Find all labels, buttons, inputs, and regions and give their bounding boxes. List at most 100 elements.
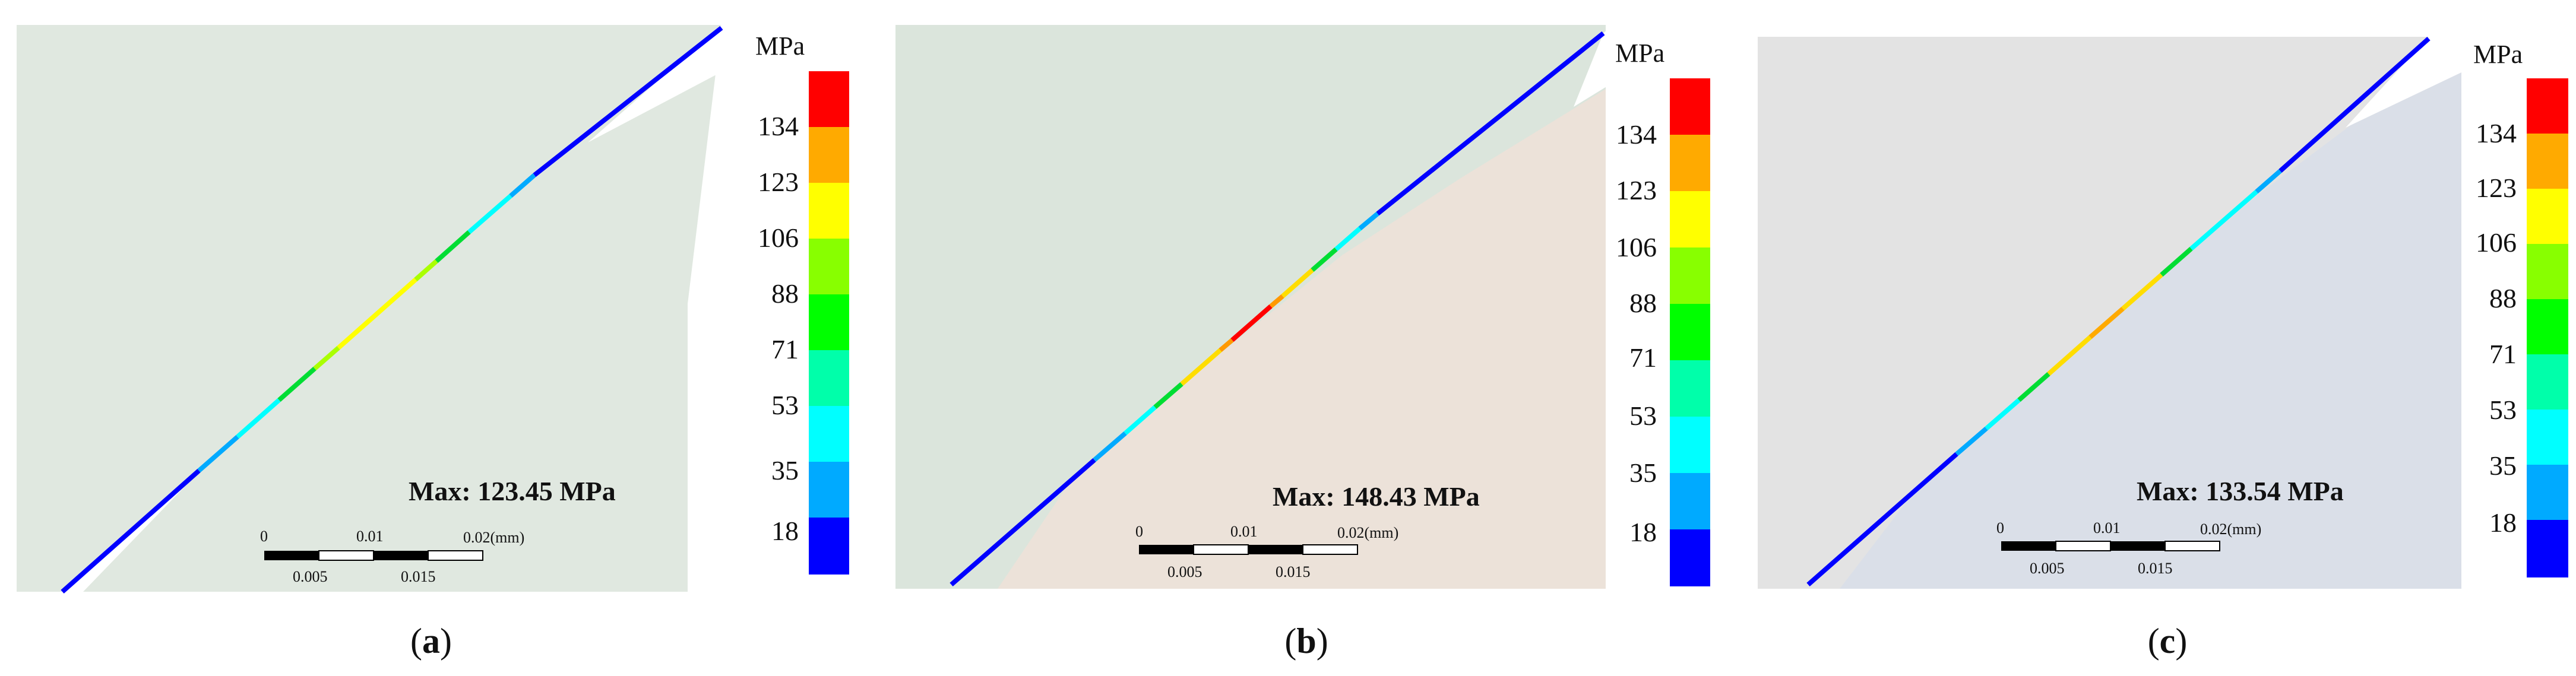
colorbar-tick: 106 (2476, 227, 2517, 258)
panel-b-max-label: Max: 148.43 MPa (1273, 481, 1480, 512)
panel-b-gap-top (1574, 25, 1612, 107)
scale-label-0.01: 0.01 (356, 528, 384, 545)
panel-b-contact-line (950, 31, 1605, 587)
panel-a-segment-cyan-2 (467, 193, 512, 234)
panel-c-segment-yellow-2 (2121, 272, 2163, 311)
panel-c-lower-body (1840, 72, 2461, 589)
panel-c-contact-line (1806, 37, 2431, 587)
panel-c-segment-blue-bottom (1806, 452, 1958, 587)
panel-b-segment-blue-bottom (950, 458, 1096, 587)
scale-label-0: 0 (1996, 519, 2004, 537)
colorbar-swatch-1 (1670, 529, 1710, 586)
colorbar-swatch-3 (2527, 410, 2568, 465)
colorbar-swatch-2 (809, 462, 849, 518)
scale-bar-block (264, 551, 319, 560)
panel-b-segment-orange-1 (1219, 338, 1234, 353)
panel-a: Max: 123.45 MPa 0 0.01 0.02(mm) 0.005 0.… (17, 25, 849, 661)
scale-label-0.02mm: 0.02(mm) (2200, 521, 2261, 538)
panel-c-gap-top (2346, 37, 2461, 128)
colorbar-unit: MPa (1615, 39, 1664, 68)
panel-c-segment-cyan-2 (2189, 189, 2258, 251)
scale-label-0.02mm: 0.02(mm) (1337, 524, 1398, 541)
scale-bar-block (1139, 545, 1194, 554)
panel-b-segment-green-1 (1153, 382, 1183, 410)
colorbar-tick: 71 (771, 334, 799, 364)
panel-b-segment-green-2 (1311, 247, 1338, 272)
colorbar-tick: 123 (758, 167, 799, 197)
panel-b-lower-body (998, 89, 1606, 589)
colorbar-tick: 18 (771, 516, 799, 546)
scale-bar-block (1248, 545, 1303, 554)
panel-b-segment-cyan-2 (1334, 226, 1362, 252)
panel-a-max-label: Max: 123.45 MPa (409, 476, 616, 506)
panel-c-scale-bar: 0 0.01 0.02(mm) 0.005 0.015 (1996, 519, 2261, 577)
colorbar-tick: 106 (1616, 232, 1657, 262)
scale-bar-block (2055, 541, 2111, 551)
panel-a-contact-line (61, 26, 723, 594)
scale-label-0.005: 0.005 (1167, 563, 1202, 580)
colorbar-tick: 35 (1629, 458, 1657, 488)
panel-c-max-label: Max: 133.54 MPa (2137, 476, 2344, 506)
colorbar-swatch-9 (1670, 78, 1710, 135)
colorbar-tick: 123 (2476, 173, 2517, 203)
colorbar-swatch-6 (1670, 247, 1710, 304)
scale-bar-block (2110, 541, 2165, 551)
panel-c-segment-orange (2088, 306, 2125, 339)
panel-c: Max: 133.54 MPa 0 0.01 0.02(mm) 0.005 0.… (1758, 37, 2568, 661)
panel-a-segment-blue-bottom (61, 469, 201, 594)
colorbar-swatch-7 (1670, 191, 1710, 247)
scale-bar-block (318, 550, 374, 561)
panel-a-segment-green-1 (277, 367, 317, 402)
panel-a-segment-yellowgreen-1 (313, 345, 340, 371)
panel-c-segment-blue-top (2278, 37, 2431, 173)
panel-b-segment-yellow-2 (1281, 268, 1314, 299)
colorbar-swatch-1 (809, 518, 849, 575)
colorbar-swatch-5 (809, 294, 849, 350)
colorbar-swatch-8 (809, 127, 849, 183)
colorbar-tick: 106 (758, 223, 799, 253)
panel-c-segment-lightblue-1 (1955, 426, 1988, 456)
panel-b-segment-orange-2 (1269, 294, 1284, 309)
colorbar-tick: 53 (2489, 395, 2517, 425)
colorbar-swatch-4 (2527, 354, 2568, 410)
panel-b-segment-blue-top (1376, 31, 1605, 216)
colorbar-swatch-5 (2527, 299, 2568, 354)
panel-c-colorbar: MPa 134 123 106 88 71 53 35 18 (2473, 40, 2568, 577)
panel-a-segment-yellowgreen-2 (414, 259, 438, 281)
panel-c-segment-cyan-1 (1985, 398, 2021, 431)
colorbar-tick: 134 (2476, 118, 2517, 148)
colorbar-swatch-3 (809, 406, 849, 462)
panel-b: Max: 148.43 MPa 0 0.01 0.02(mm) 0.005 0.… (895, 25, 1710, 661)
colorbar-swatch-8 (2527, 134, 2568, 189)
panel-a-caption: (a) (410, 621, 452, 661)
panel-c-segment-green-2 (2160, 246, 2193, 277)
colorbar-unit: MPa (2473, 40, 2523, 69)
panel-b-segment-yellow-1 (1180, 348, 1222, 386)
scale-label-0.01: 0.01 (2093, 519, 2121, 537)
panel-a-scale-bar: 0 0.01 0.02(mm) 0.005 0.015 (260, 528, 524, 585)
colorbar-tick: 35 (2489, 450, 2517, 481)
panel-c-segment-lightblue-2 (2255, 169, 2282, 194)
scale-label-0.015: 0.015 (2138, 560, 2173, 577)
colorbar-tick: 71 (1629, 342, 1657, 373)
scale-label-0: 0 (1135, 523, 1143, 540)
scale-label-0.015: 0.015 (1276, 563, 1311, 580)
panel-b-segment-cyan-1 (1124, 405, 1157, 436)
panel-a-colorbar: MPa 134 123 106 88 71 53 35 18 (755, 31, 849, 575)
scale-bar-block (1302, 544, 1358, 555)
scale-label-0.005: 0.005 (2030, 560, 2065, 577)
scale-label-0: 0 (260, 528, 268, 545)
colorbar-swatch-9 (809, 71, 849, 127)
colorbar-tick: 18 (1629, 517, 1657, 547)
scale-label-0.01: 0.01 (1230, 523, 1258, 540)
scale-bar-block (428, 550, 483, 561)
colorbar-tick: 71 (2489, 339, 2517, 369)
colorbar-swatch-5 (1670, 304, 1710, 360)
colorbar-swatch-9 (2527, 78, 2568, 134)
scale-label-0.02mm: 0.02(mm) (463, 529, 524, 546)
panel-c-segment-yellow-1 (2047, 335, 2092, 376)
panel-a-segment-lightblue-1 (197, 434, 239, 473)
scale-bar-block (1193, 544, 1249, 555)
colorbar-swatch-2 (1670, 473, 1710, 529)
scale-bar-block (2164, 541, 2220, 551)
